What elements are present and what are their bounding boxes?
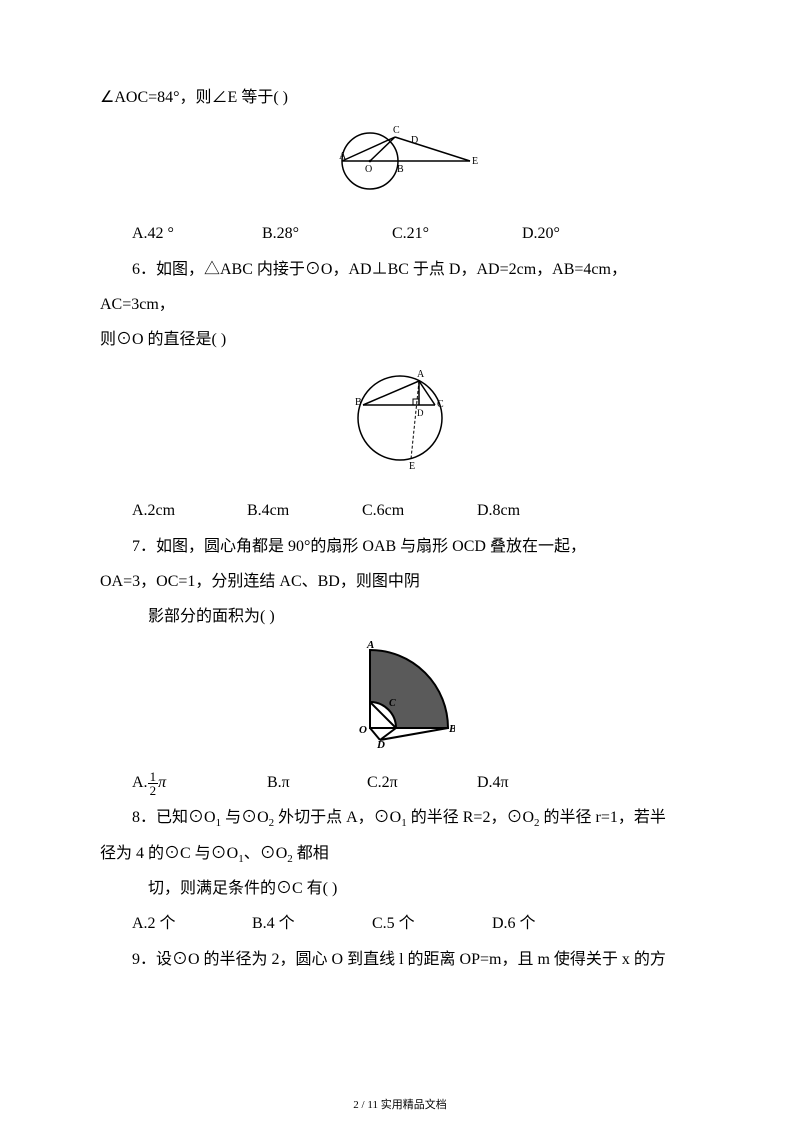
q5-options: A.42 ° B.28° C.21° D.20° — [100, 216, 700, 251]
q8-optD: D.6 个 — [492, 906, 536, 941]
svg-text:E: E — [409, 461, 415, 472]
q7-optA: A.12π — [132, 765, 267, 800]
q6-optB: B.4cm — [247, 493, 362, 528]
q7-text: 7．如图，圆心角都是 90°的扇形 OAB 与扇形 OCD 叠放在一起， — [100, 529, 700, 564]
svg-text:A: A — [417, 369, 425, 380]
q8-optB: B.4 个 — [252, 906, 372, 941]
q5-optA: A.42 ° — [132, 216, 262, 251]
svg-text:E: E — [472, 156, 478, 167]
svg-text:B: B — [448, 723, 455, 735]
figure-5: A O B C D E — [100, 119, 700, 212]
figure-6: A B C D E — [100, 361, 700, 489]
svg-text:A: A — [339, 151, 347, 162]
footer-label: 实用精品文档 — [381, 1099, 447, 1111]
q6-text: 6．如图，△ABC 内接于⊙O，AD⊥BC 于点 D，AD=2cm，AB=4cm… — [100, 252, 700, 322]
page-number: 2 / 11 — [353, 1099, 378, 1111]
svg-text:O: O — [365, 164, 372, 175]
page-footer: 2 / 11 实用精品文档 — [0, 1096, 800, 1112]
q6-options: A.2cm B.4cm C.6cm D.8cm — [100, 493, 700, 528]
svg-text:B: B — [397, 164, 404, 175]
svg-text:C: C — [437, 399, 444, 410]
q5-optD: D.20° — [522, 216, 560, 251]
q7-optB: B.π — [267, 765, 367, 800]
q7-text2: OA=3，OC=1，分别连结 AC、BD，则图中阴 — [100, 564, 700, 599]
svg-text:B: B — [355, 397, 362, 408]
q7-text3: 影部分的面积为( ) — [100, 599, 700, 634]
svg-text:C: C — [393, 125, 400, 136]
q8-options: A.2 个 B.4 个 C.5 个 D.6 个 — [100, 906, 700, 941]
q6-text2: 则⊙O 的直径是( ) — [100, 322, 700, 357]
q7-optC: C.2π — [367, 765, 477, 800]
q8-optA: A.2 个 — [132, 906, 252, 941]
q5-partial: ∠AOC=84°，则∠E 等于( ) — [100, 80, 700, 115]
svg-text:A: A — [366, 639, 374, 651]
svg-text:C: C — [389, 698, 396, 709]
svg-text:D: D — [376, 739, 385, 748]
q7-options: A.12π B.π C.2π D.4π — [100, 765, 700, 800]
svg-text:O: O — [359, 724, 367, 736]
q5-optB: B.28° — [262, 216, 392, 251]
q8-text3: 切，则满足条件的⊙C 有( ) — [100, 871, 700, 906]
q5-optC: C.21° — [392, 216, 522, 251]
q6-optA: A.2cm — [132, 493, 247, 528]
q8-text: 8．已知⊙O1 与⊙O2 外切于点 A，⊙O1 的半径 R=2，⊙O2 的半径 … — [100, 800, 700, 835]
figure-7: A B C D O — [100, 638, 700, 761]
q7-optD: D.4π — [477, 765, 509, 800]
q6-optC: C.6cm — [362, 493, 477, 528]
svg-text:D: D — [411, 135, 418, 146]
svg-text:D: D — [417, 408, 424, 418]
q8-text2: 径为 4 的⊙C 与⊙O1、⊙O2 都相 — [100, 836, 700, 871]
q8-optC: C.5 个 — [372, 906, 492, 941]
q9-text: 9．设⊙O 的半径为 2，圆心 O 到直线 l 的距离 OP=m，且 m 使得关… — [100, 942, 700, 977]
q6-optD: D.8cm — [477, 493, 520, 528]
